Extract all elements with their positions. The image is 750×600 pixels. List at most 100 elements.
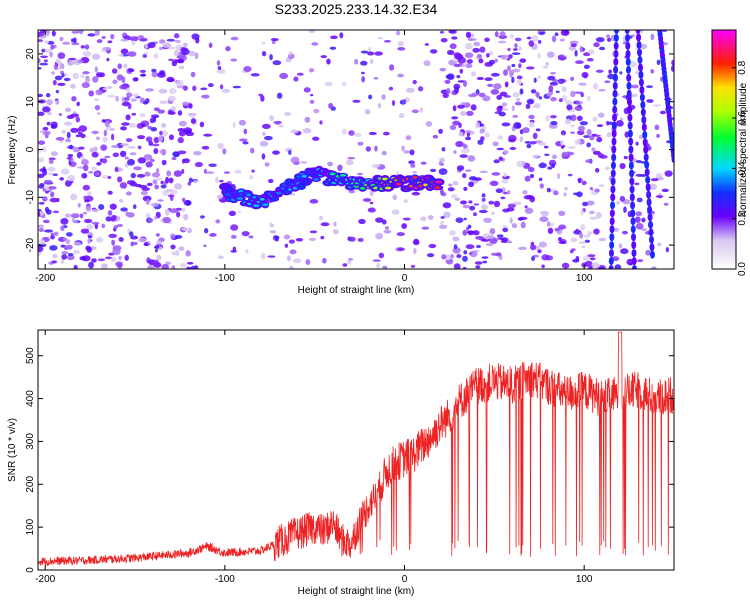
- heatmap-cell: [467, 230, 474, 236]
- heatmap-cell: [472, 47, 480, 53]
- heatmap-cell: [550, 71, 556, 75]
- heatmap-cell: [468, 200, 473, 204]
- heatmap-cell: [574, 49, 578, 57]
- heatmap-cell: [561, 94, 568, 102]
- heatmap-cell: [50, 232, 54, 236]
- ridge-point: [253, 204, 260, 208]
- heatmap-cell: [48, 172, 54, 176]
- heatmap-cell: [342, 263, 348, 267]
- heatmap-cell: [538, 241, 548, 248]
- heatmap-cell: [586, 142, 591, 148]
- heatmap-cell: [124, 254, 129, 261]
- heatmap-cell: [61, 168, 70, 175]
- heatmap-cell: [288, 150, 292, 156]
- heatmap-cell: [87, 33, 96, 37]
- streak-point: [612, 113, 618, 122]
- streak-point: [625, 49, 631, 58]
- heatmap-cell: [574, 105, 583, 111]
- heatmap-cell: [459, 68, 464, 74]
- heatmap-cell: [279, 72, 289, 80]
- heatmap-cell: [619, 163, 626, 170]
- heatmap-cell: [131, 112, 137, 116]
- heatmap-cell: [455, 217, 464, 223]
- heatmap-cell: [663, 202, 669, 206]
- heatmap-cell: [151, 68, 157, 73]
- snr-frame: [37, 329, 675, 571]
- heatmap-cell: [618, 243, 623, 249]
- streak-point: [631, 233, 637, 242]
- heatmap-cell: [518, 46, 523, 51]
- heatmap-cell: [518, 63, 522, 69]
- heatmap-cell: [284, 243, 289, 248]
- heatmap-cell: [429, 168, 437, 173]
- heatmap-cell: [368, 94, 373, 100]
- heatmap-cell: [569, 40, 579, 45]
- heatmap-cell: [503, 172, 507, 178]
- heatmap-cell: [463, 186, 468, 191]
- heatmap-cell: [168, 58, 174, 62]
- heatmap-cell: [539, 183, 544, 189]
- heatmap-cell: [463, 217, 467, 221]
- heatmap-cell: [366, 51, 375, 56]
- heatmap-cell: [369, 201, 374, 205]
- heatmap-cell: [645, 249, 651, 256]
- heatmap-cell: [106, 57, 110, 62]
- heatmap-cell: [446, 87, 451, 95]
- heatmap-cell: [548, 85, 554, 92]
- heatmap-cell: [456, 254, 462, 259]
- heatmap-cell: [513, 201, 522, 206]
- heatmap-cell: [547, 227, 554, 234]
- heatmap-cell: [650, 178, 659, 182]
- heatmap-cell: [113, 224, 119, 229]
- heatmap-cell: [50, 235, 55, 240]
- streak-point: [608, 265, 614, 269]
- heatmap-cell: [67, 153, 74, 158]
- heatmap-cell: [302, 128, 312, 134]
- heatmap-cell: [546, 51, 555, 58]
- heatmap-cell: [217, 255, 224, 260]
- heatmap-cell: [154, 136, 159, 144]
- heatmap-cell: [158, 88, 168, 94]
- heatmap-cell: [80, 73, 85, 78]
- heatmap-cell: [56, 197, 60, 203]
- heatmap-cell: [448, 30, 457, 34]
- heatmap-cell: [653, 104, 661, 107]
- heatmap-cell: [452, 181, 459, 186]
- heatmap-cell: [138, 237, 147, 243]
- heatmap-cell: [462, 255, 468, 262]
- heatmap-cell: [374, 51, 383, 56]
- heatmap-cell: [42, 170, 48, 176]
- heatmap-cell: [354, 58, 359, 65]
- heatmap-cell: [261, 41, 266, 45]
- heatmap-cell: [154, 245, 160, 249]
- heatmap-cell: [453, 83, 461, 90]
- heatmap-cell: [142, 100, 148, 105]
- heatmap-cell: [458, 131, 464, 137]
- heatmap-cell: [498, 40, 507, 44]
- heatmap-cell: [194, 161, 203, 168]
- heatmap-cell: [526, 143, 532, 149]
- streak-point: [645, 183, 651, 192]
- heatmap-cell: [320, 235, 325, 240]
- heatmap-cell: [97, 258, 106, 262]
- heatmap-cell: [452, 236, 460, 242]
- heatmap-cell: [64, 73, 68, 76]
- heatmap-cell: [71, 42, 80, 46]
- heatmap-cell: [549, 81, 559, 86]
- heatmap-cell: [183, 127, 193, 134]
- heatmap-cell: [570, 131, 576, 134]
- heatmap-cell: [619, 195, 626, 202]
- heatmap-cell: [117, 176, 123, 183]
- heatmap-cell: [107, 210, 113, 216]
- streak-point: [625, 41, 631, 50]
- heatmap-cell: [452, 105, 457, 112]
- heatmap-cell: [439, 30, 445, 34]
- heatmap-cell: [464, 42, 473, 50]
- heatmap-cell: [186, 266, 191, 269]
- heatmap-cell: [373, 76, 379, 80]
- heatmap-cell: [489, 180, 499, 186]
- heatmap-cell: [106, 85, 113, 89]
- heatmap-cell: [120, 48, 129, 55]
- heatmap-cell: [101, 223, 106, 229]
- heatmap-cell: [271, 40, 276, 45]
